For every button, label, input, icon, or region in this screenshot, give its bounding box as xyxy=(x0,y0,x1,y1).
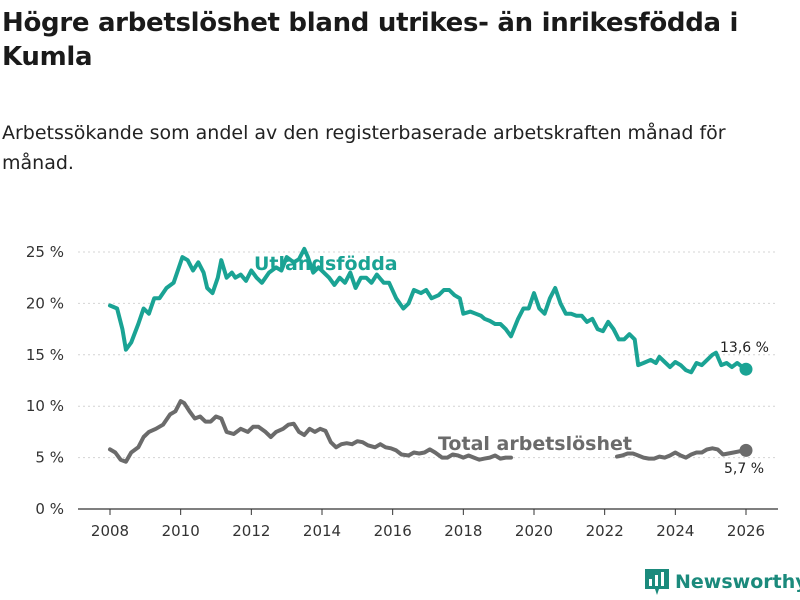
end-point-utlandsfodda xyxy=(739,362,753,376)
x-tick-label: 2024 xyxy=(656,522,694,540)
series-layer xyxy=(108,246,753,464)
y-tick-label: 15 % xyxy=(26,346,64,364)
x-tick-label: 2026 xyxy=(727,522,765,540)
x-tick-label: 2010 xyxy=(162,522,200,540)
end-label-total: 5,7 % xyxy=(724,461,764,477)
newsworthy-logo: Newsworthy xyxy=(645,569,800,595)
y-axis: 0 % 5 % 10 % 15 % 20 % 25 % xyxy=(26,243,64,518)
y-tick-label: 5 % xyxy=(35,449,64,467)
chart-title: Högre arbetslöshet bland utrikes- än inr… xyxy=(2,8,739,72)
end-point-total xyxy=(739,443,753,457)
x-tick-label: 2008 xyxy=(91,522,129,540)
y-tick-label: 20 % xyxy=(26,294,64,312)
x-tick-label: 2016 xyxy=(374,522,412,540)
end-label-utlandsfodda: 13,6 % xyxy=(720,340,769,356)
x-axis: 2008 2010 2012 2014 2016 2018 2020 2022 2024 2026 xyxy=(91,509,765,540)
bar-chart-icon xyxy=(645,569,669,595)
gridlines xyxy=(78,251,778,510)
x-tick-label: 2012 xyxy=(232,522,270,540)
series-line-utlandsfodda xyxy=(108,246,748,375)
y-tick-label: 25 % xyxy=(26,243,64,261)
x-tick-label: 2022 xyxy=(586,522,624,540)
y-tick-label: 0 % xyxy=(35,500,64,518)
x-tick-label: 2020 xyxy=(515,522,553,540)
chart-subtitle: Arbetssökande som andel av den registerb… xyxy=(2,122,726,174)
x-tick-label: 2014 xyxy=(303,522,341,540)
series-line-total-tail xyxy=(615,446,748,461)
x-tick-label: 2018 xyxy=(444,522,482,540)
brand-name: Newsworthy xyxy=(675,571,800,593)
y-tick-label: 10 % xyxy=(26,397,64,415)
series-label-utlandsfodda: Utlandsfödda xyxy=(254,253,398,275)
series-label-total: Total arbetslöshet xyxy=(438,433,632,455)
series-line-total xyxy=(108,399,513,464)
